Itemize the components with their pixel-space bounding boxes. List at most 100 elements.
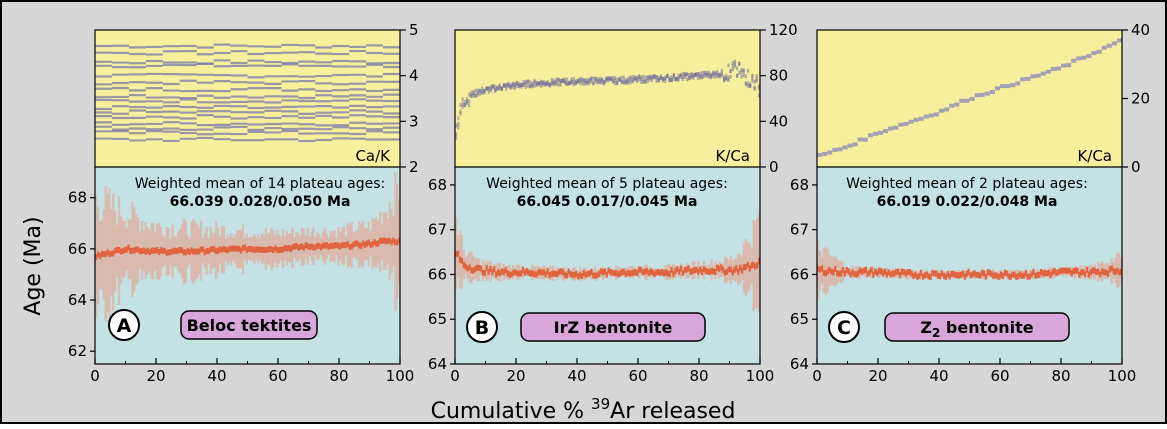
ratio-step <box>888 126 894 131</box>
ratio-step <box>692 75 695 80</box>
age-step <box>117 247 121 254</box>
ratio-step <box>657 75 660 80</box>
age-step <box>952 270 955 277</box>
ratio-step <box>587 79 591 84</box>
sample-label: IrZ bentonite <box>554 318 673 337</box>
age-step <box>319 244 323 251</box>
ratio-step <box>544 82 547 87</box>
age-step <box>356 240 359 247</box>
ratio-step <box>699 75 702 80</box>
age-step <box>257 246 260 253</box>
ratio-step <box>548 82 551 87</box>
ratio-step <box>736 73 739 78</box>
age-step <box>1068 267 1071 274</box>
age-step <box>746 261 749 268</box>
age-step <box>695 266 698 273</box>
ratio-step <box>531 81 534 86</box>
ratio-step <box>507 82 510 87</box>
age-step <box>754 263 757 270</box>
age-step <box>352 241 355 248</box>
ratio-step <box>509 83 512 88</box>
age-step <box>222 245 226 252</box>
age-step <box>136 246 140 253</box>
age-step <box>685 266 688 273</box>
ratio-step <box>459 109 462 114</box>
ratio-step <box>590 76 593 81</box>
age-step <box>658 269 662 276</box>
ratio-step <box>465 101 469 106</box>
ratio-step <box>867 133 873 138</box>
ratio-step <box>740 70 743 75</box>
age-step <box>830 268 833 275</box>
age-step <box>293 243 296 250</box>
ratio-step <box>681 72 684 77</box>
age-step <box>940 270 944 277</box>
ratio-step <box>559 82 562 87</box>
age-step <box>477 264 481 271</box>
age-step <box>289 246 292 253</box>
ratio-step <box>933 112 939 117</box>
age-step <box>110 250 113 257</box>
age-series <box>95 172 401 322</box>
ratio-step <box>672 73 676 78</box>
age-step <box>626 269 629 276</box>
age-step <box>1045 270 1049 277</box>
ratio-step <box>949 103 955 108</box>
age-step <box>929 274 932 281</box>
age-series <box>455 211 761 312</box>
age-step <box>182 249 185 256</box>
ratio-step <box>522 79 525 84</box>
ratio-step <box>583 78 586 83</box>
ratio-step <box>468 92 471 97</box>
age-step <box>517 270 521 277</box>
age-step <box>485 265 488 272</box>
age-step <box>622 268 626 275</box>
age-step <box>236 245 239 252</box>
age-step <box>714 268 717 275</box>
age-tick-label: 64 <box>790 355 809 373</box>
ratio-step <box>561 79 564 84</box>
ratio-step <box>847 143 853 148</box>
ratio-step <box>483 90 486 95</box>
age-step <box>647 270 650 277</box>
ratio-step <box>611 78 615 83</box>
age-step <box>609 269 612 276</box>
ratio-step <box>644 79 647 84</box>
ratio-step <box>690 75 693 80</box>
age-step <box>1007 273 1010 280</box>
ratio-step <box>461 104 464 109</box>
age-step <box>959 271 963 278</box>
ratio-step <box>492 84 495 89</box>
age-step <box>1078 271 1081 278</box>
ratio-step <box>481 89 484 94</box>
plateau-age-text: 66.019 0.022/0.048 Ma <box>877 194 1058 210</box>
age-step <box>380 237 384 244</box>
age-step <box>683 266 687 273</box>
ratio-step <box>883 128 889 133</box>
age-step <box>173 247 176 254</box>
age-step <box>333 242 336 249</box>
age-step <box>601 269 605 276</box>
ratio-step <box>683 71 686 76</box>
ratio-step <box>668 78 671 83</box>
ratio-step <box>539 83 543 88</box>
age-step <box>1110 265 1113 272</box>
age-step <box>350 243 353 250</box>
age-step <box>860 268 864 275</box>
ratio-step <box>703 70 706 75</box>
ratio-step <box>729 74 732 79</box>
ratio-step <box>944 107 950 112</box>
ratio-step <box>502 83 506 88</box>
ratio-step <box>542 80 545 85</box>
ratio-step <box>526 80 530 85</box>
ratio-step <box>699 71 702 76</box>
age-step <box>657 269 660 276</box>
age-step <box>708 268 711 275</box>
ratio-step <box>559 79 562 84</box>
age-step <box>672 270 675 277</box>
ratio-step <box>753 79 756 84</box>
age-step <box>498 270 502 277</box>
age-step <box>839 270 843 277</box>
age-step <box>1015 274 1018 281</box>
